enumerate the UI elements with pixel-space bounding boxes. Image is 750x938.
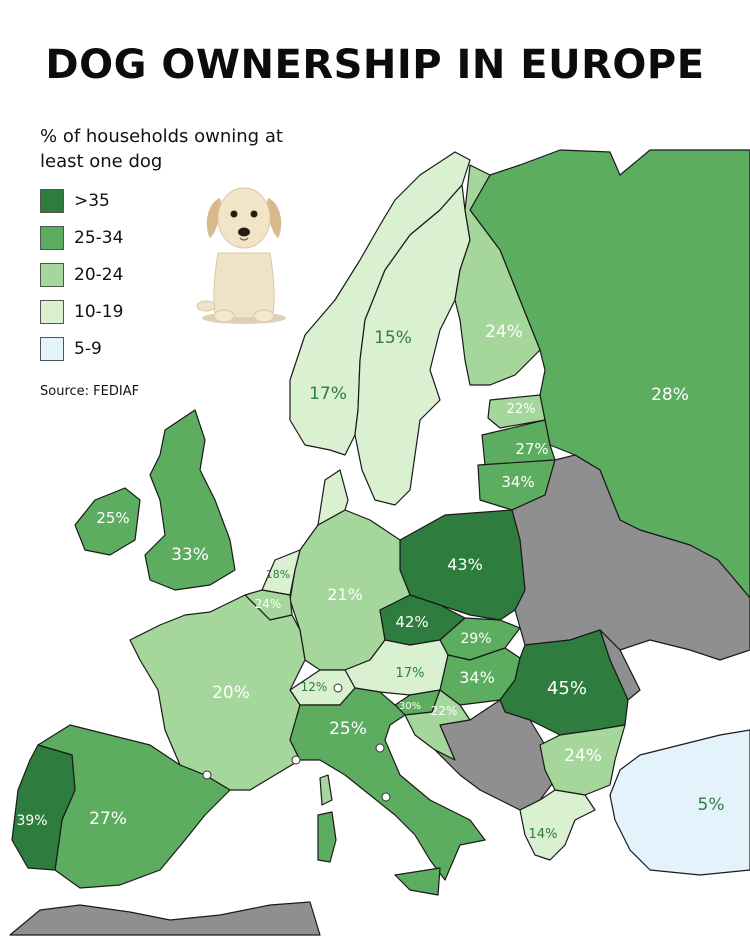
legend-label: 10-19	[74, 301, 124, 322]
label-bulgaria: 24%	[564, 746, 602, 766]
label-estonia: 22%	[507, 402, 536, 417]
label-netherlands: 18%	[266, 568, 290, 581]
label-latvia: 27%	[515, 440, 548, 458]
country-greece[interactable]	[519, 789, 596, 861]
legend-swatch	[40, 262, 64, 287]
map-title: DOG OWNERSHIP IN EUROPE	[45, 42, 705, 88]
island-sardinia[interactable]	[317, 811, 337, 863]
country-france[interactable]	[129, 594, 306, 791]
label-germany: 21%	[327, 585, 363, 604]
label-romania: 45%	[547, 678, 587, 699]
label-greece: 14%	[529, 827, 558, 842]
country-latvia[interactable]	[481, 419, 556, 466]
country-netherlands[interactable]	[261, 549, 301, 596]
source-note: Source: FEDIAF	[40, 384, 140, 399]
label-slovenia: 30%	[399, 701, 421, 712]
label-belgium: 24%	[255, 597, 282, 611]
country-ireland[interactable]	[74, 487, 141, 556]
city-dot	[202, 770, 212, 780]
label-turkey: 5%	[698, 795, 725, 815]
legend-item: 5-9	[40, 330, 300, 367]
label-norway: 17%	[309, 384, 347, 404]
puppy-illustration	[196, 187, 286, 324]
label-hungary: 34%	[459, 668, 495, 687]
island-corsica[interactable]	[319, 774, 333, 806]
legend-label: 20-24	[74, 264, 124, 285]
legend-items: >35 25-34 20-24 10-19 5-9	[40, 182, 300, 367]
label-france: 20%	[212, 683, 250, 703]
label-ireland: 25%	[96, 509, 129, 527]
country-finland[interactable]	[454, 164, 541, 386]
label-spain: 27%	[89, 809, 127, 829]
city-dot	[291, 755, 301, 765]
city-dot	[381, 792, 391, 802]
label-sweden: 15%	[374, 328, 412, 348]
legend: % of households owning at least one dog …	[40, 124, 300, 367]
country-turkey[interactable]	[609, 729, 750, 876]
legend-label: 5-9	[74, 338, 102, 359]
country-italy[interactable]	[289, 687, 486, 881]
country-bulgaria[interactable]	[539, 724, 626, 796]
label-russia: 28%	[651, 385, 689, 405]
city-dot	[375, 743, 385, 753]
label-croatia: 22%	[431, 704, 458, 718]
legend-item: >35	[40, 182, 300, 219]
legend-item: 25-34	[40, 219, 300, 256]
label-slovakia: 29%	[460, 631, 491, 647]
label-finland: 24%	[485, 322, 523, 342]
region-no-data-africa[interactable]	[9, 901, 321, 936]
label-lithuania: 34%	[501, 473, 534, 491]
legend-swatch	[40, 225, 64, 250]
legend-swatch	[40, 336, 64, 361]
country-portugal[interactable]	[11, 744, 76, 871]
label-switzerland: 12%	[301, 680, 328, 694]
label-austria: 17%	[396, 666, 425, 681]
label-czechia: 42%	[395, 613, 428, 631]
country-sweden[interactable]	[354, 184, 471, 506]
city-dot	[333, 683, 343, 693]
country-denmark[interactable]	[317, 469, 349, 526]
legend-swatch	[40, 188, 64, 213]
legend-swatch	[40, 299, 64, 324]
country-estonia[interactable]	[487, 394, 546, 429]
country-united-kingdom[interactable]	[144, 409, 236, 591]
legend-title: % of households owning at least one dog	[40, 126, 283, 172]
label-poland: 43%	[447, 555, 483, 574]
label-united-kingdom: 33%	[171, 545, 209, 565]
island-sicily[interactable]	[394, 867, 441, 896]
legend-label: >35	[74, 190, 110, 211]
legend-item: 20-24	[40, 256, 300, 293]
label-italy: 25%	[329, 719, 367, 739]
label-portugal: 39%	[16, 813, 47, 829]
legend-item: 10-19	[40, 293, 300, 330]
legend-label: 25-34	[74, 227, 124, 248]
